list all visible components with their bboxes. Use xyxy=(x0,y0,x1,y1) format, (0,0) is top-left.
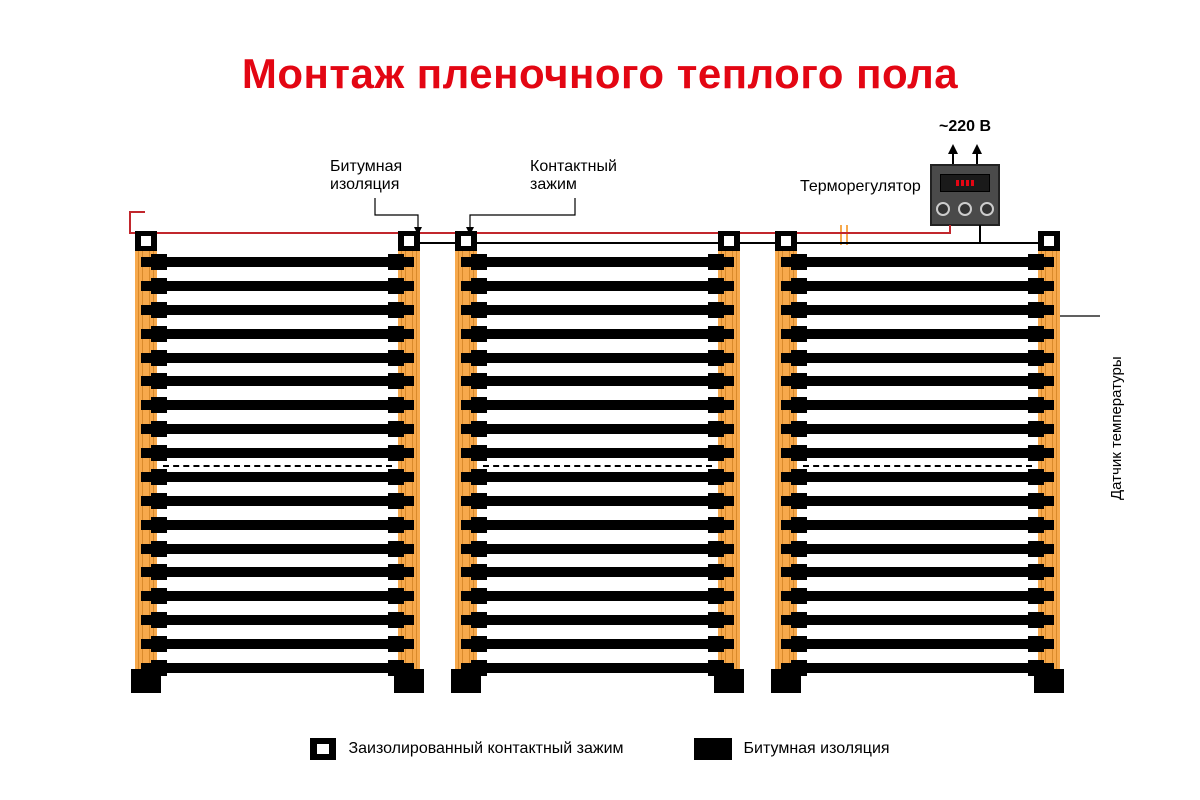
heating-panel xyxy=(775,245,1060,685)
cut-line xyxy=(483,465,712,467)
cut-line xyxy=(163,465,392,467)
contact-clamp-icon xyxy=(775,231,797,251)
voltage-label: ~220 В xyxy=(930,118,1000,136)
legend-bitumen-icon xyxy=(694,738,732,760)
label-bitumen-insulation: Битумная изоляция xyxy=(330,158,402,195)
contact-clamp-icon xyxy=(1038,231,1060,251)
legend-contact-icon xyxy=(310,738,336,760)
arrow-up-icon xyxy=(948,144,958,154)
thermostat-device xyxy=(930,164,1000,226)
thermostat-display xyxy=(940,174,990,192)
legend-item: Заизолированный контактный зажим xyxy=(310,738,623,760)
heating-film-panels xyxy=(135,245,1065,685)
contact-clamp-icon xyxy=(135,231,157,251)
page-title: Монтаж пленочного теплого пола xyxy=(0,50,1200,98)
legend-label: Заизолированный контактный зажим xyxy=(348,740,623,758)
label-temp-sensor: Датчик температуры xyxy=(1108,300,1125,500)
heating-panel xyxy=(135,245,420,685)
arrow-up-icon xyxy=(972,144,982,154)
legend-label: Битумная изоляция xyxy=(744,740,890,758)
label-contact-clamp: Контактный зажим xyxy=(530,158,617,195)
cut-line xyxy=(803,465,1032,467)
contact-clamp-icon xyxy=(398,231,420,251)
heating-panel xyxy=(455,245,740,685)
contact-clamp-icon xyxy=(718,231,740,251)
label-thermostat: Терморегулятор xyxy=(800,178,921,196)
legend: Заизолированный контактный зажим Битумна… xyxy=(0,738,1200,760)
legend-item: Битумная изоляция xyxy=(694,738,890,760)
thermostat-buttons xyxy=(932,202,998,216)
contact-clamp-icon xyxy=(455,231,477,251)
